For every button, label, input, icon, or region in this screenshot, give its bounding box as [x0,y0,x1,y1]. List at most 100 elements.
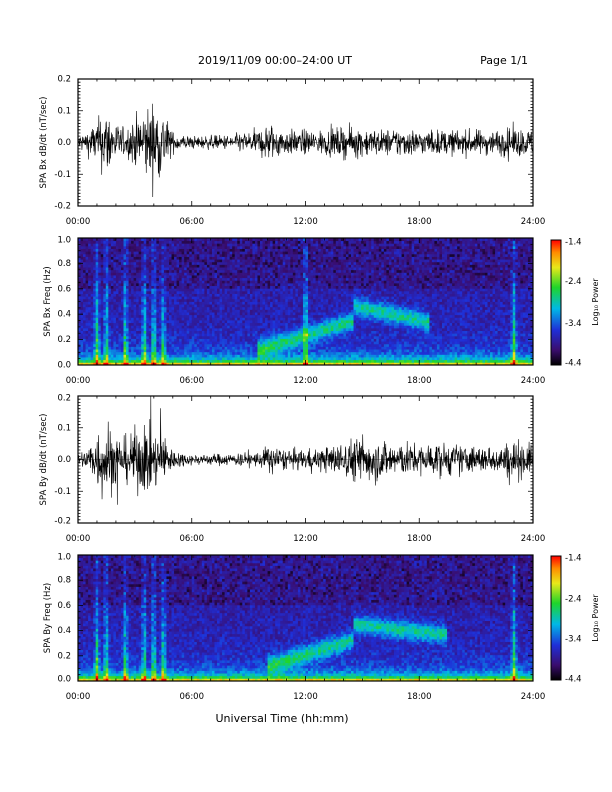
heatmap-cell [229,290,233,294]
heatmap-cell [163,312,167,316]
heatmap-cell [199,280,203,284]
heatmap-cell [103,317,107,321]
heatmap-cell [315,267,319,271]
heatmap-cell [323,240,327,244]
heatmap-cell [217,314,220,318]
heatmap-cell [290,333,294,337]
heatmap-cell [83,306,86,310]
heatmap-cell [194,264,198,268]
heatmap-cell [163,304,167,308]
heatmap-cell [80,327,84,332]
heatmap-cell [280,267,284,271]
heatmap-cell [103,304,107,308]
heatmap-cell [85,314,89,318]
heatmap-cell [252,288,256,292]
heatmap-cell [138,341,142,345]
heatmap-cell [136,351,140,355]
heatmap-cell [189,349,193,353]
heatmap-cell [257,301,261,305]
heatmap-cell [267,343,271,347]
heatmap-cell [209,240,213,244]
heatmap-cell [325,322,329,326]
heatmap-cell [267,280,271,284]
heatmap-cell [108,349,112,353]
heatmap-cell [308,240,311,244]
heatmap-cell [325,269,329,273]
heatmap-cell [325,243,329,247]
heatmap-cell [105,248,109,252]
heatmap-cell [153,277,157,281]
heatmap-cell [80,314,84,318]
heatmap-cell [78,330,81,334]
heatmap-cell [214,248,218,252]
heatmap-cell [214,325,218,329]
heatmap-cell [153,359,157,363]
heatmap-cell [186,267,190,271]
heatmap-cell [260,351,263,355]
heatmap-cell [217,333,220,337]
heatmap-cell [103,293,107,297]
heatmap-cell [103,251,107,255]
heatmap-cell [244,306,248,310]
heatmap-cell [181,306,185,310]
heatmap-cell [184,277,188,281]
heatmap-cell [290,359,294,363]
heatmap-cell [118,272,122,276]
heatmap-cell [300,293,304,297]
heatmap-cell [318,290,322,294]
heatmap-cell [171,359,175,363]
heatmap-cell [302,325,306,329]
heatmap-cell [234,338,238,342]
heatmap-cell [323,341,327,345]
heatmap-cell [108,248,112,252]
heatmap-cell [265,362,268,366]
heatmap-cell [196,320,200,324]
heatmap-cell [196,245,200,249]
heatmap-cell [176,251,180,255]
heatmap-cell [302,335,306,339]
heatmap-cell [227,357,231,361]
heatmap-cell [199,275,203,279]
heatmap-cell [224,298,228,302]
heatmap-cell [254,335,258,339]
heatmap-cell [308,288,311,292]
heatmap-cell [126,288,129,292]
heatmap-cell [169,275,172,279]
heatmap-cell [78,298,81,302]
heatmap-cell [174,333,177,337]
heatmap-cell [224,253,228,257]
heatmap-cell [260,253,263,257]
heatmap-cell [313,238,317,242]
heatmap-cell [227,330,231,334]
heatmap-cell [118,296,122,300]
heatmap-cell [151,341,155,345]
heatmap-cell [115,338,119,342]
heatmap-cell [85,354,89,358]
heatmap-cell [219,330,223,334]
heatmap-cell [295,269,299,273]
heatmap-cell [148,277,152,281]
heatmap-cell [262,261,266,265]
heatmap-cell [166,346,170,350]
heatmap-cell [272,280,276,284]
heatmap-cell [292,253,296,257]
heatmap-cell [176,269,180,273]
heatmap-cell [98,285,102,289]
heatmap-cell [204,362,208,366]
heatmap-cell [282,296,286,300]
heatmap-cell [88,238,92,242]
heatmap-cell [323,304,327,308]
heatmap-cell [100,277,104,281]
heatmap-cell [179,277,183,281]
heatmap-cell [328,248,332,252]
heatmap-cell [163,317,167,321]
heatmap-cell [295,327,299,332]
heatmap-cell [179,272,183,276]
heatmap-cell [194,280,198,284]
heatmap-cell [133,359,137,363]
heatmap-cell [171,325,175,329]
heatmap-cell [80,362,84,366]
heatmap-cell [285,325,289,329]
heatmap-cell [335,304,339,308]
heatmap-cell [217,238,220,242]
